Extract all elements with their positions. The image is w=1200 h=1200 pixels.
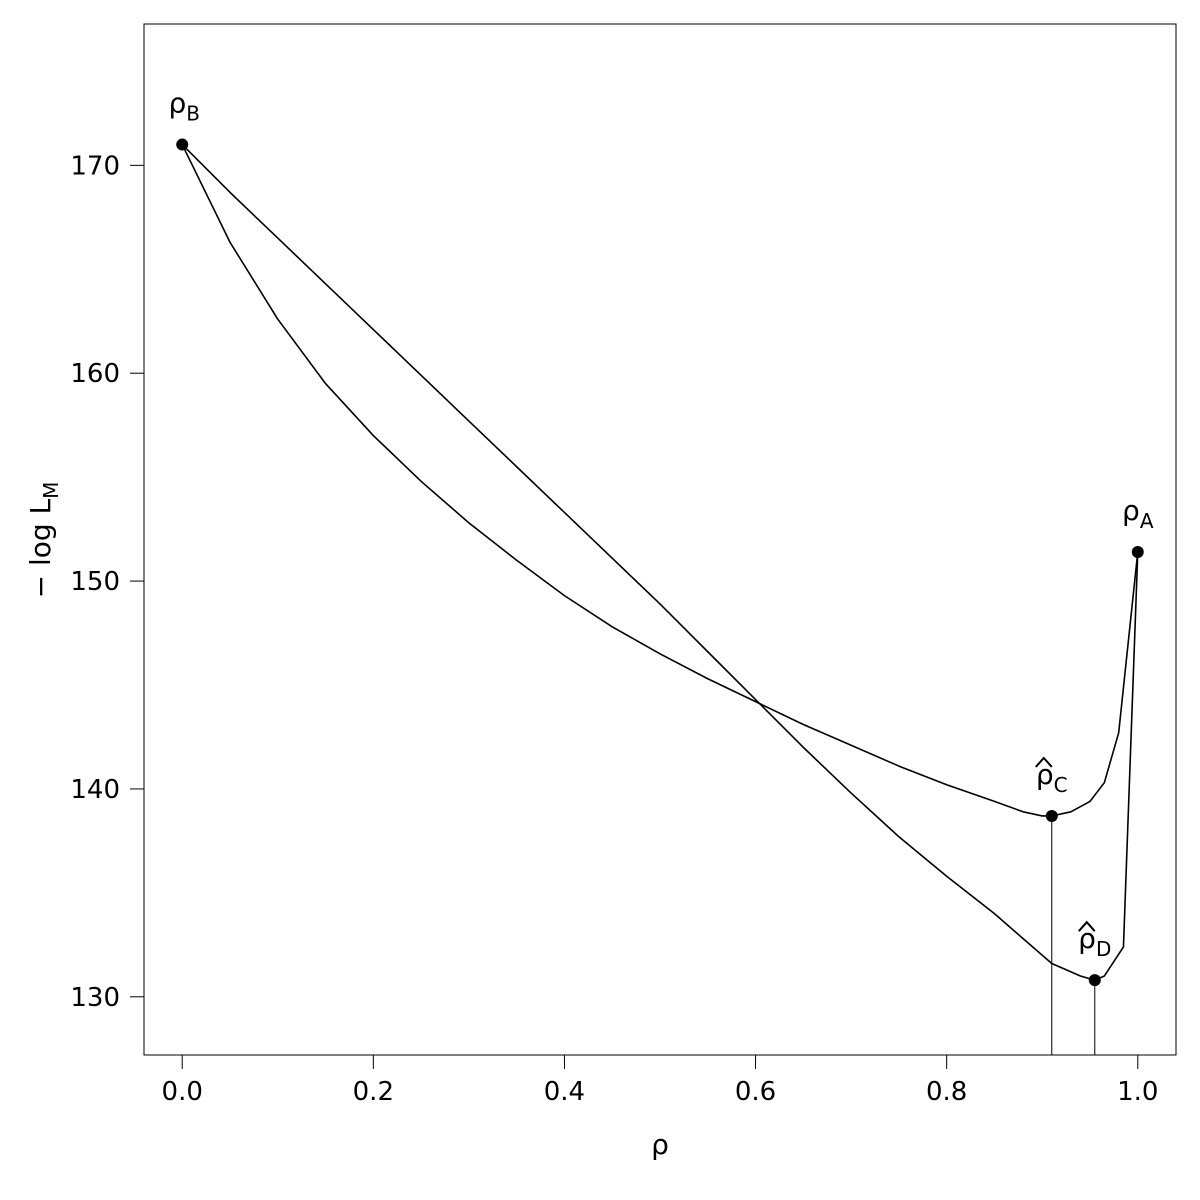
point-D [1088,974,1101,987]
x-tick-label: 0.0 [162,1077,203,1107]
x-tick-label: 0.6 [735,1077,776,1107]
point-label-A: ρA [1122,494,1154,533]
point-label-D: ρD [1078,922,1111,961]
y-tick-label: 130 [70,983,120,1013]
point-label-main: ρ [1122,494,1140,527]
hat-mark [1078,920,1096,932]
point-B [176,138,189,151]
point-A [1131,545,1144,558]
point-label-sub: D [1096,937,1111,961]
x-tick-label: 0.2 [353,1077,394,1107]
point-label-sub: A [1140,509,1154,533]
x-axis-title: ρ [651,1128,669,1161]
y-tick-label: 170 [70,151,120,181]
x-tick-label: 0.8 [926,1077,967,1107]
point-label-C: ρC [1036,758,1068,797]
point-label-sub: B [186,102,200,126]
y-axis-title: − log LM [24,482,63,599]
drop-lines [1051,815,1096,1055]
y-tick-label: 160 [70,359,120,389]
point-label-main: ρ [168,87,186,120]
x-axis: 0.0 0.2 0.4 0.6 0.8 1.0 [162,1055,1158,1107]
series-line-2 [181,143,1139,981]
point-label-main: ρ [1036,758,1054,791]
series-line-1 [181,144,1139,817]
plot-frame [143,23,1177,1056]
series-layer [181,143,1139,981]
point-label-sub: C [1054,773,1068,797]
point-label-B: ρB [168,87,200,126]
y-tick-label: 150 [70,567,120,597]
y-tick-label: 140 [70,775,120,805]
hat-mark [1035,756,1053,768]
x-tick-label: 1.0 [1117,1077,1158,1107]
point-C [1045,809,1058,822]
y-axis-title-main: − log L [24,498,57,598]
y-axis: 130 140 150 160 170 [70,151,144,1013]
point-label-main: ρ [1078,922,1096,955]
x-tick-label: 0.4 [544,1077,585,1107]
y-axis-title-sub: M [39,482,63,499]
